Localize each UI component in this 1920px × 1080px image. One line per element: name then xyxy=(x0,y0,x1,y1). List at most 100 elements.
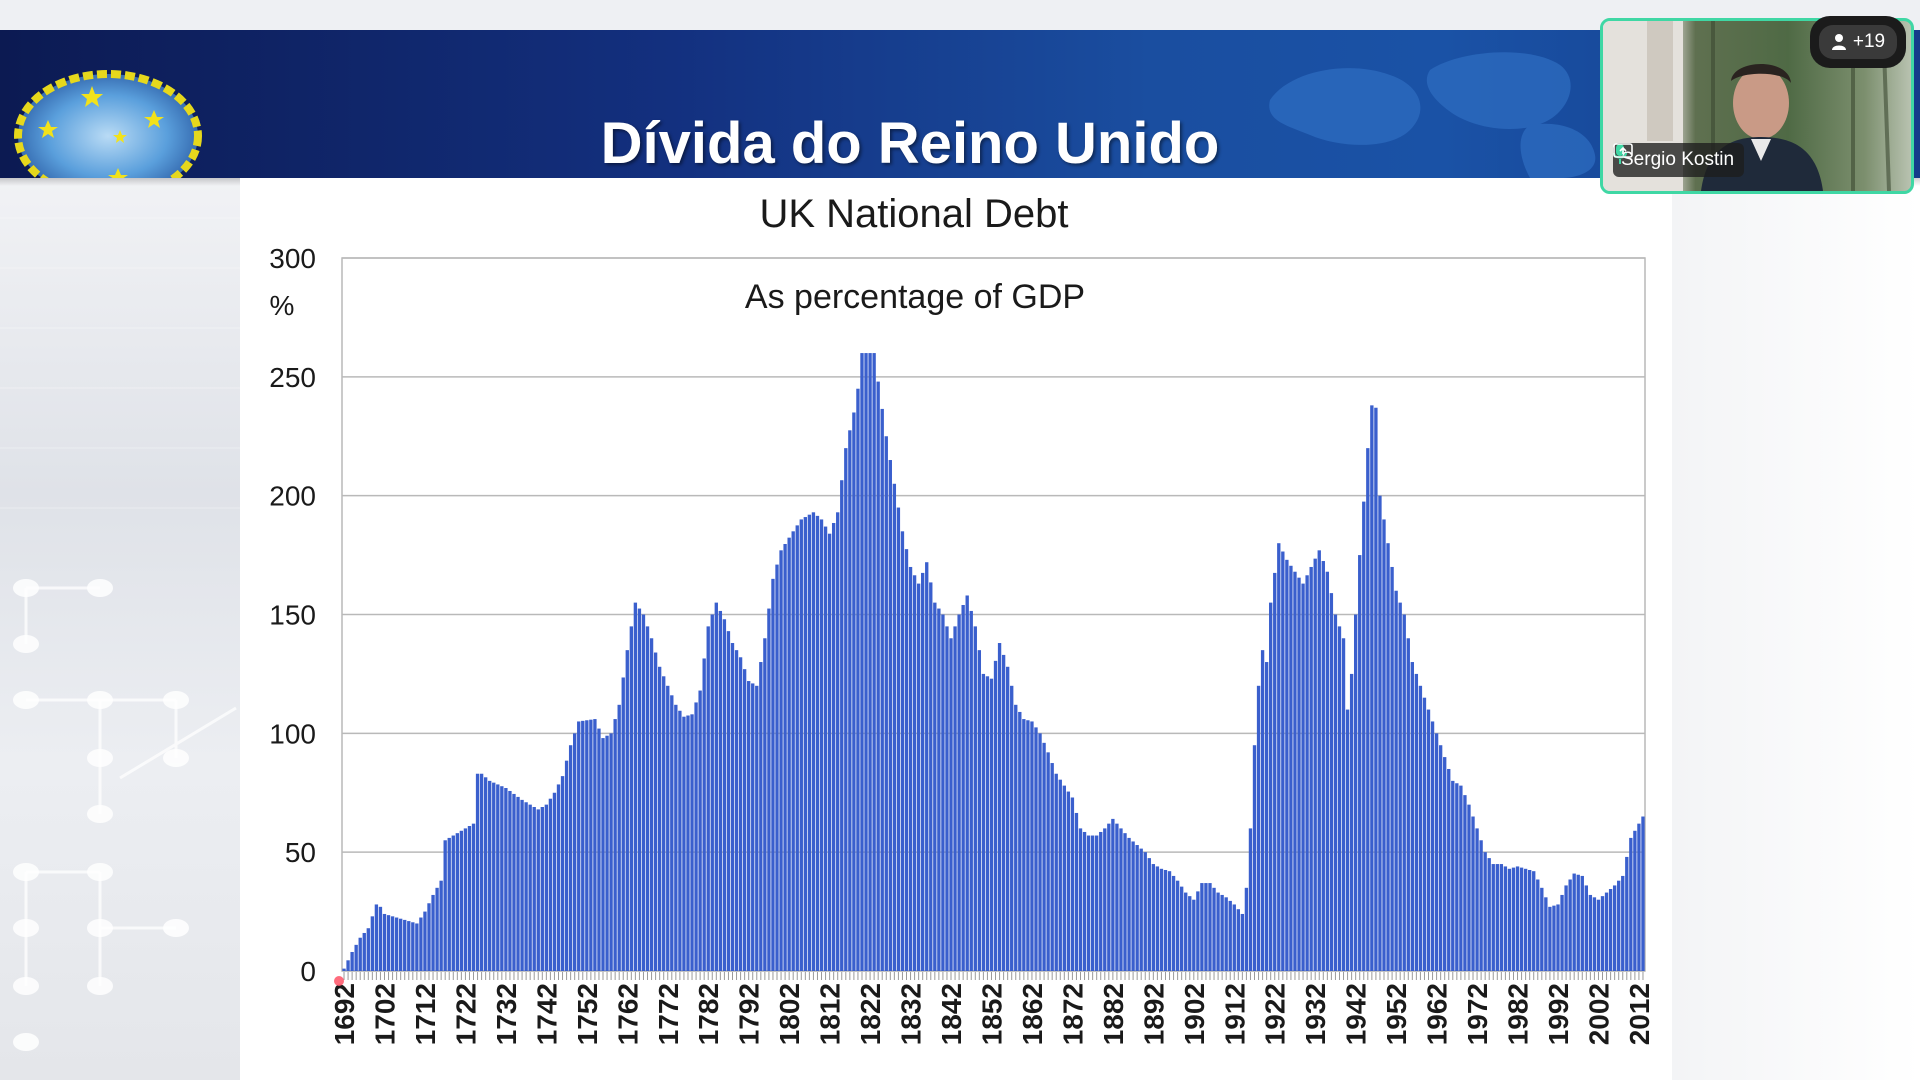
bar-1710 xyxy=(415,923,419,971)
bar-1938 xyxy=(1337,626,1342,971)
bar-1865 xyxy=(1042,742,1046,971)
bar-1781 xyxy=(702,658,706,971)
bar-1721 xyxy=(459,830,464,971)
bar-1988 xyxy=(1540,887,1544,971)
bar-1879 xyxy=(1099,831,1103,971)
bar-1737 xyxy=(524,802,528,971)
bar-1928 xyxy=(1297,577,1301,971)
bar-1951 xyxy=(1390,566,1394,971)
bar-1857 xyxy=(1010,685,1014,971)
bar-1718 xyxy=(447,837,451,971)
bar-1986 xyxy=(1532,871,1536,971)
screen-share-icon[interactable] xyxy=(1613,143,1633,159)
bar-1789 xyxy=(734,650,739,971)
bar-1775 xyxy=(678,710,682,971)
bar-1753 xyxy=(589,719,593,971)
bar-1861 xyxy=(1026,720,1030,971)
bar-1698 xyxy=(366,928,370,971)
bar-1834 xyxy=(916,583,921,971)
bar-1897 xyxy=(1171,875,1176,971)
bar-1750 xyxy=(577,721,581,971)
bar-2006 xyxy=(1612,885,1617,971)
bar-1759 xyxy=(613,719,617,971)
bar-1785 xyxy=(718,610,723,971)
bar-1914 xyxy=(1240,913,1245,971)
bar-1979 xyxy=(1503,866,1508,971)
person-icon xyxy=(1831,34,1846,50)
bar-1851 xyxy=(985,676,990,971)
bar-1975 xyxy=(1487,858,1491,971)
bar-1953 xyxy=(1398,602,1402,971)
bar-1973 xyxy=(1479,840,1483,971)
bar-1896 xyxy=(1167,871,1172,971)
bar-1810 xyxy=(819,519,824,971)
bar-1716 xyxy=(439,880,443,971)
bar-1697 xyxy=(362,932,366,971)
bar-1802 xyxy=(787,537,791,971)
bar-1693 xyxy=(346,960,350,971)
bar-1795 xyxy=(759,662,763,971)
bar-1814 xyxy=(836,512,840,971)
bar-1705 xyxy=(394,917,399,971)
bar-1788 xyxy=(730,643,735,971)
bar-1824 xyxy=(876,381,880,971)
bar-1746 xyxy=(560,776,565,971)
bar-1937 xyxy=(1333,614,1338,971)
bar-1747 xyxy=(564,760,569,971)
bar-1760 xyxy=(617,704,621,971)
bar-2003 xyxy=(1600,896,1605,971)
participant-name-tag: Sergio Kostin xyxy=(1613,143,1745,177)
bar-1726 xyxy=(479,773,484,971)
bar-1873 xyxy=(1074,812,1079,971)
bar-1806 xyxy=(803,517,808,971)
bar-1699 xyxy=(370,916,375,971)
bar-1952 xyxy=(1394,590,1398,971)
bar-1846 xyxy=(965,595,969,971)
bar-1734 xyxy=(512,793,516,971)
bar-1967 xyxy=(1455,783,1459,971)
participant-video-tile[interactable]: Sergio Kostin xyxy=(1600,18,1914,194)
bar-1868 xyxy=(1054,773,1058,971)
bar-1777 xyxy=(686,715,690,971)
participants-count-button[interactable]: +19 xyxy=(1810,16,1906,68)
bar-1812 xyxy=(827,533,832,971)
bar-1911 xyxy=(1228,900,1232,971)
bar-1854 xyxy=(997,643,1002,971)
bar-1919 xyxy=(1260,650,1265,971)
bar-1881 xyxy=(1107,823,1111,971)
bar-1832 xyxy=(908,566,913,971)
bar-1808 xyxy=(811,512,816,971)
bar-1813 xyxy=(831,522,836,971)
bar-1905 xyxy=(1204,883,1208,971)
y-axis-tick-labels: 0 50 100 150 200 250 300 xyxy=(269,243,316,987)
bar-1864 xyxy=(1038,733,1042,971)
bar-1849 xyxy=(977,650,982,971)
bar-1915 xyxy=(1244,887,1249,971)
bar-1796 xyxy=(763,638,767,971)
bar-1956 xyxy=(1410,662,1414,971)
bar-1980 xyxy=(1507,868,1512,971)
bar-1922 xyxy=(1273,572,1277,971)
bar-1800 xyxy=(779,550,783,971)
bar-1712 xyxy=(423,911,427,971)
bar-1887 xyxy=(1131,841,1135,971)
bar-1844 xyxy=(957,614,961,971)
bar-1904 xyxy=(1200,883,1204,971)
bar-1993 xyxy=(1560,894,1564,971)
bar-1836 xyxy=(925,562,929,971)
bar-1877 xyxy=(1090,835,1095,971)
bar-1731 xyxy=(500,786,504,971)
x-tick-label: 1922 xyxy=(1260,983,1291,1045)
participant-name: Sergio Kostin xyxy=(1621,149,1735,170)
x-tick-label: 1932 xyxy=(1300,983,1331,1045)
x-tick-label: 2002 xyxy=(1583,983,1614,1045)
bar-1858 xyxy=(1014,704,1018,971)
bar-1933 xyxy=(1317,550,1321,971)
bar-1695 xyxy=(354,944,358,971)
bar-1944 xyxy=(1362,501,1366,971)
bar-1729 xyxy=(492,782,496,971)
x-tick-label: 1892 xyxy=(1138,983,1169,1045)
bar-1700 xyxy=(374,904,379,971)
bar-1948 xyxy=(1378,495,1382,971)
bar-1763 xyxy=(629,626,634,971)
